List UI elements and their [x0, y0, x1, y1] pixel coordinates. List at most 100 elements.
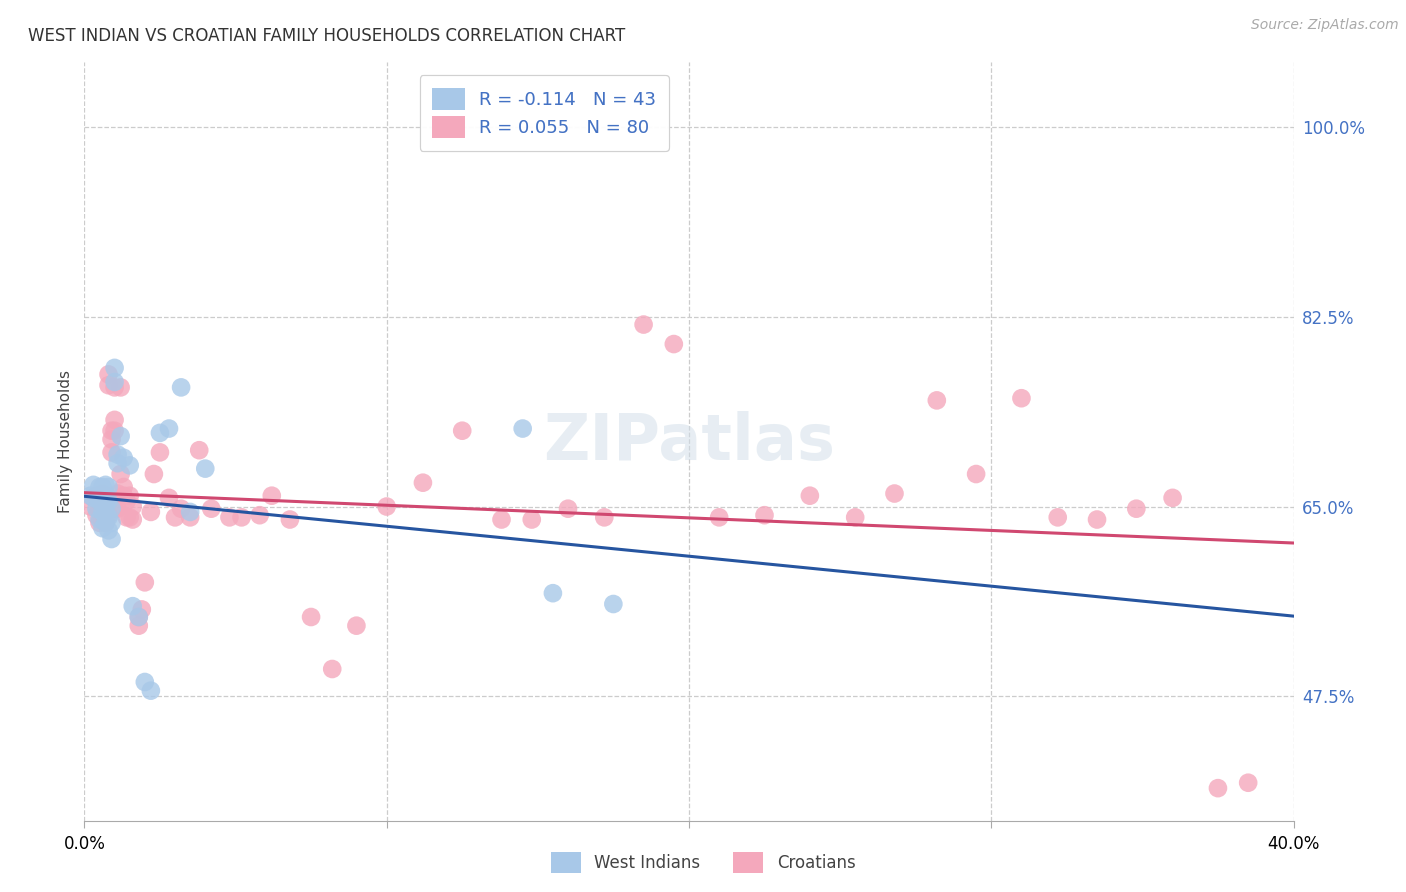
Point [94, 478, 117, 492]
Point [633, 318, 655, 332]
Point [97, 524, 120, 538]
Point [139, 505, 162, 519]
Point [104, 501, 127, 516]
Point [97, 494, 120, 508]
Point [662, 337, 685, 351]
Point [194, 461, 217, 475]
Point [91, 480, 114, 494]
Point [375, 500, 398, 514]
Point [104, 375, 127, 389]
Point [89, 494, 111, 508]
Point [188, 443, 211, 458]
Point [89, 516, 111, 530]
Point [278, 512, 301, 526]
Point [512, 421, 534, 435]
Point [491, 512, 513, 526]
Point [321, 662, 343, 676]
Point [91, 486, 114, 500]
Point [602, 597, 624, 611]
Point [86, 489, 108, 503]
Point [346, 618, 368, 632]
Point [97, 508, 120, 523]
Point [179, 505, 201, 519]
Point [412, 475, 434, 490]
Point [82, 491, 104, 505]
Point [118, 489, 141, 503]
Point [94, 516, 117, 530]
Point [134, 675, 156, 690]
Point [149, 425, 172, 440]
Point [131, 602, 153, 616]
Point [142, 467, 165, 481]
Point [218, 510, 240, 524]
Point [86, 501, 108, 516]
Point [112, 450, 135, 465]
Point [231, 510, 253, 524]
Text: ZIPatlas: ZIPatlas [543, 410, 835, 473]
Point [118, 458, 141, 473]
Point [157, 491, 180, 505]
Point [709, 510, 731, 524]
Point [754, 508, 776, 523]
Point [94, 516, 117, 530]
Y-axis label: Family Households: Family Households [58, 370, 73, 513]
Point [115, 494, 138, 508]
Point [91, 512, 114, 526]
Point [121, 599, 143, 614]
Point [557, 501, 579, 516]
Point [104, 424, 127, 438]
Point [94, 500, 117, 514]
Point [91, 494, 114, 508]
Point [89, 512, 111, 526]
Point [104, 360, 127, 375]
Point [107, 456, 129, 470]
Point [1206, 781, 1229, 796]
Point [965, 467, 987, 481]
Point [94, 505, 117, 519]
Point [110, 429, 132, 443]
Point [89, 501, 111, 516]
Point [299, 610, 322, 624]
Point [844, 510, 866, 524]
Point [115, 510, 138, 524]
Legend: R = -0.114   N = 43, R = 0.055   N = 80: R = -0.114 N = 43, R = 0.055 N = 80 [420, 75, 669, 151]
Point [520, 512, 543, 526]
Point [100, 445, 122, 459]
Point [1237, 776, 1260, 790]
Point [139, 683, 162, 698]
Point [112, 489, 135, 503]
Point [593, 510, 616, 524]
Point [200, 501, 222, 516]
Point [121, 500, 143, 514]
Point [104, 380, 127, 394]
Point [1046, 510, 1069, 524]
Point [107, 448, 129, 462]
Point [97, 491, 120, 505]
Point [134, 575, 156, 590]
Legend: West Indians, Croatians: West Indians, Croatians [544, 846, 862, 880]
Point [97, 480, 120, 494]
Point [118, 510, 141, 524]
Point [82, 478, 104, 492]
Point [799, 489, 821, 503]
Point [179, 510, 201, 524]
Point [925, 393, 948, 408]
Point [128, 618, 150, 632]
Point [165, 510, 187, 524]
Point [1161, 491, 1184, 505]
Point [104, 413, 127, 427]
Point [100, 516, 122, 530]
Point [260, 489, 283, 503]
Text: WEST INDIAN VS CROATIAN FAMILY HOUSEHOLDS CORRELATION CHART: WEST INDIAN VS CROATIAN FAMILY HOUSEHOLD… [28, 27, 626, 45]
Point [541, 586, 564, 600]
Point [94, 486, 117, 500]
Point [91, 500, 114, 514]
Point [89, 489, 111, 503]
Text: Source: ZipAtlas.com: Source: ZipAtlas.com [1251, 18, 1399, 32]
Point [89, 480, 111, 494]
Point [249, 508, 271, 523]
Point [107, 486, 129, 500]
Point [82, 491, 104, 505]
Point [1125, 501, 1147, 516]
Point [128, 610, 150, 624]
